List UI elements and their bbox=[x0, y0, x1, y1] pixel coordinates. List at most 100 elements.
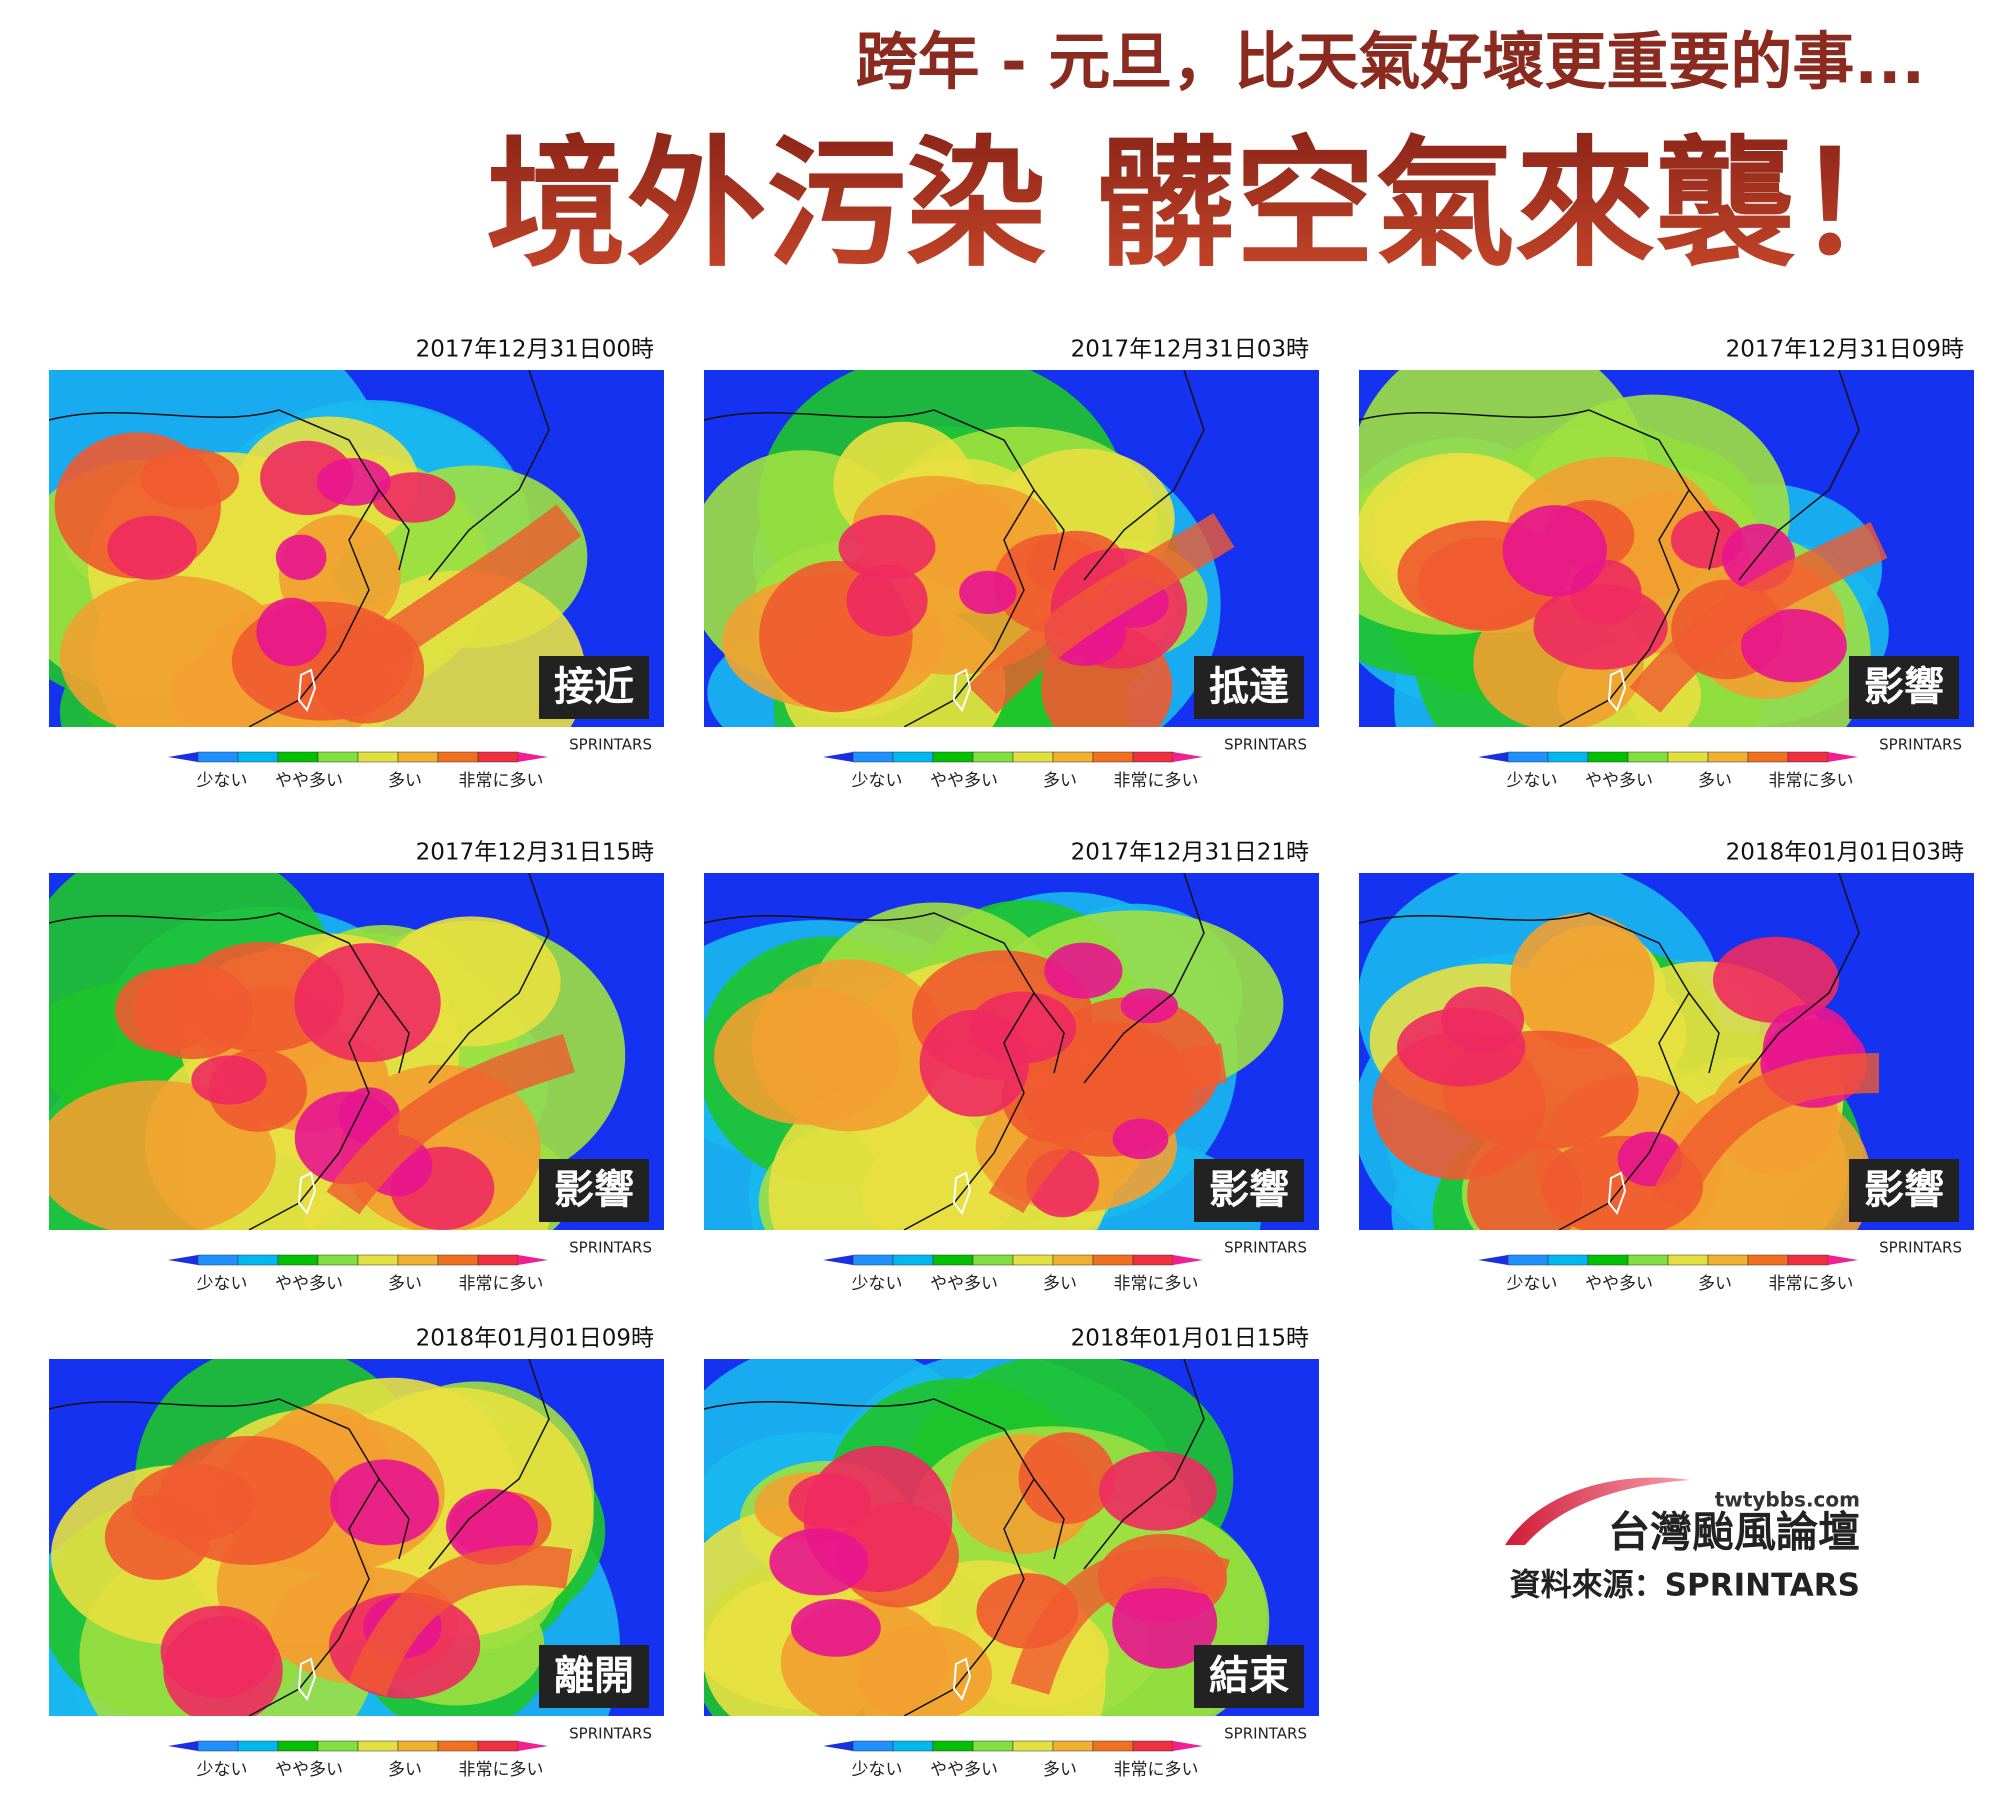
legend-label: 少ない bbox=[1507, 1274, 1558, 1294]
legend-label: 非常に多い bbox=[1114, 1274, 1199, 1294]
colorbar-segment bbox=[932, 751, 974, 763]
brand: 台灣颱風論壇 bbox=[1608, 1508, 1860, 1557]
model-tag: SPRINTARS bbox=[1224, 1239, 1307, 1257]
timestamp: 2018年01月01日09時 bbox=[416, 1326, 654, 1352]
colorbar-segment bbox=[1587, 1254, 1629, 1266]
legend-label: 少ない bbox=[852, 1760, 903, 1780]
pollution-blob bbox=[919, 1009, 1030, 1117]
colorbar-segment bbox=[237, 1254, 279, 1266]
subtitle: 跨年 - 元旦，比天氣好壞更重要的事... bbox=[855, 25, 1925, 98]
status-badge: 影響 bbox=[1864, 664, 1944, 710]
colorbar-segment bbox=[1507, 1254, 1549, 1266]
pollution-blob bbox=[1510, 913, 1655, 1050]
colorbar-segment bbox=[437, 751, 479, 763]
status-badge: 接近 bbox=[554, 664, 634, 710]
pollution-blob bbox=[751, 959, 947, 1132]
colorbar-segment bbox=[1052, 751, 1094, 763]
timestamp: 2017年12月31日09時 bbox=[1726, 337, 1964, 363]
colorbar-segment bbox=[852, 1254, 894, 1266]
status-badge: 離開 bbox=[554, 1653, 634, 1699]
pollution-blob bbox=[445, 1488, 539, 1565]
colorbar-segment bbox=[1547, 1254, 1589, 1266]
pollution-blob bbox=[140, 448, 240, 509]
status-badge-bg bbox=[1194, 1159, 1304, 1222]
status-badge-bg bbox=[1849, 656, 1959, 719]
colorbar-segment bbox=[892, 1740, 934, 1752]
legend-label: やや多い bbox=[930, 1760, 998, 1780]
timestamp: 2017年12月31日03時 bbox=[1071, 337, 1309, 363]
pollution-blob bbox=[846, 564, 928, 637]
timestamp: 2017年12月31日00時 bbox=[416, 337, 654, 363]
coastline bbox=[704, 873, 1205, 1230]
legend-label: 非常に多い bbox=[459, 1274, 544, 1294]
legend-label: 多い bbox=[1698, 771, 1732, 791]
colorbar-end bbox=[518, 752, 548, 762]
colorbar-end bbox=[1173, 1255, 1203, 1265]
legend-label: やや多い bbox=[1585, 771, 1653, 791]
colorbar-segment bbox=[357, 1740, 399, 1752]
title: 境外污染 髒空氣來襲！ bbox=[486, 124, 1935, 287]
colorbar-end bbox=[823, 1255, 853, 1265]
legend-label: やや多い bbox=[930, 1274, 998, 1294]
colorbar-segment bbox=[1012, 1254, 1054, 1266]
timestamp: 2018年01月01日15時 bbox=[1071, 1326, 1309, 1352]
coastline bbox=[704, 1359, 1205, 1716]
taiwan bbox=[952, 1171, 972, 1216]
legend-label: 多い bbox=[1698, 1274, 1732, 1294]
colorbar-segment bbox=[477, 1254, 519, 1266]
colorbar-segment bbox=[437, 1740, 479, 1752]
legend-label: 非常に多い bbox=[1114, 1760, 1199, 1780]
colorbar-segment bbox=[277, 1254, 319, 1266]
map bbox=[704, 370, 1319, 727]
colorbar-segment bbox=[1747, 1254, 1789, 1266]
colorbar-segment bbox=[1507, 751, 1549, 763]
legend-label: 多い bbox=[1043, 1760, 1077, 1780]
coastline bbox=[704, 370, 1205, 727]
status-badge: 抵達 bbox=[1209, 664, 1289, 710]
colorbar-segment bbox=[1787, 751, 1829, 763]
legend-label: やや多い bbox=[275, 1760, 343, 1780]
map bbox=[704, 1359, 1319, 1716]
legend-label: やや多い bbox=[930, 771, 998, 791]
colorbar-segment bbox=[1747, 751, 1789, 763]
legend-label: 少ない bbox=[197, 1760, 248, 1780]
colorbar-segment bbox=[1627, 1254, 1669, 1266]
legend-label: やや多い bbox=[275, 771, 343, 791]
colorbar-segment bbox=[1092, 751, 1134, 763]
pollution-blob bbox=[107, 515, 197, 580]
legend-label: 多い bbox=[1043, 1274, 1077, 1294]
colorbar-segment bbox=[317, 1254, 359, 1266]
colorbar-segment bbox=[892, 751, 934, 763]
map bbox=[49, 1359, 664, 1716]
colorbar-segment bbox=[932, 1740, 974, 1752]
legend-label: 少ない bbox=[197, 771, 248, 791]
pollution-blob bbox=[294, 943, 441, 1063]
coastline bbox=[1359, 370, 1860, 727]
colorbar-segment bbox=[932, 1254, 974, 1266]
colorbar-segment bbox=[237, 1740, 279, 1752]
legend-label: 少ない bbox=[852, 1274, 903, 1294]
pollution-blob bbox=[1112, 1118, 1169, 1160]
colorbar-segment bbox=[1667, 1254, 1709, 1266]
colorbar-segment bbox=[197, 751, 239, 763]
legend-label: 少ない bbox=[852, 771, 903, 791]
colorbar-segment bbox=[237, 751, 279, 763]
model-tag: SPRINTARS bbox=[1224, 1725, 1307, 1743]
pollution-blob bbox=[1396, 1008, 1526, 1087]
colorbar-segment bbox=[1627, 751, 1669, 763]
colorbar-segment bbox=[277, 751, 319, 763]
colorbar-segment bbox=[317, 1740, 359, 1752]
colorbar-segment bbox=[397, 1254, 439, 1266]
taiwan bbox=[297, 1171, 317, 1216]
colorbar-segment bbox=[397, 1740, 439, 1752]
colorbar-segment bbox=[892, 1254, 934, 1266]
colorbar-segment bbox=[277, 1740, 319, 1752]
colorbar-segment bbox=[1787, 1254, 1829, 1266]
colorbar-segment bbox=[1052, 1254, 1094, 1266]
status-badge: 影響 bbox=[1864, 1167, 1944, 1213]
model-tag: SPRINTARS bbox=[1879, 736, 1962, 754]
colorbar-segment bbox=[1092, 1254, 1134, 1266]
